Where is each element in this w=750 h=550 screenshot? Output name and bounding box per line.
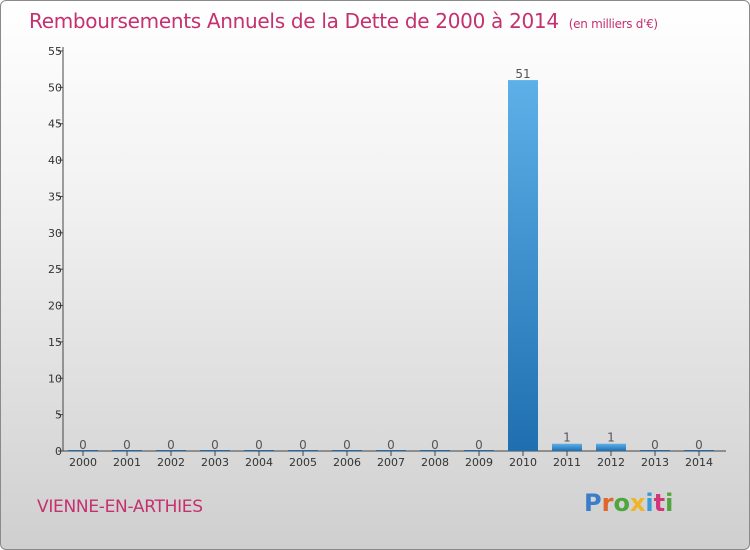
x-tick-label: 2006 xyxy=(333,456,361,469)
data-label: 0 xyxy=(431,438,439,452)
data-label: 1 xyxy=(563,431,571,445)
x-tick-label: 2007 xyxy=(377,456,405,469)
chart-subtitle: (en milliers d'€) xyxy=(568,17,658,31)
data-label: 0 xyxy=(255,438,263,452)
y-tick-label: 15 xyxy=(48,336,62,349)
data-labels: 0 0 0 0 0 0 0 0 0 0 51 1 1 0 0 xyxy=(79,67,703,452)
data-label: 0 xyxy=(211,438,219,452)
data-label: 0 xyxy=(299,438,307,452)
chart-title-text: Remboursements Annuels de la Dette de 20… xyxy=(29,9,559,33)
bar xyxy=(244,450,274,451)
bar xyxy=(112,450,142,451)
y-tick-label: 55 xyxy=(48,45,62,58)
data-label: 51 xyxy=(515,67,530,81)
x-tick-label: 2001 xyxy=(113,456,141,469)
data-label: 0 xyxy=(343,438,351,452)
y-tick-label: 5 xyxy=(55,409,62,422)
y-tick-label: 45 xyxy=(48,118,62,131)
y-tick-label: 35 xyxy=(48,190,62,203)
data-label: 1 xyxy=(607,431,615,445)
bar xyxy=(508,80,538,451)
y-tick-label: 0 xyxy=(55,445,62,458)
bar xyxy=(420,450,450,451)
x-tick-label: 2003 xyxy=(201,456,229,469)
x-tick-label: 2013 xyxy=(641,456,669,469)
bar xyxy=(332,450,362,451)
bar xyxy=(288,450,318,451)
bar xyxy=(552,443,582,451)
proxiti-logo: Proxiti xyxy=(584,489,674,517)
data-label: 0 xyxy=(79,438,87,452)
data-label: 0 xyxy=(695,438,703,452)
y-tick-label: 40 xyxy=(48,154,62,167)
y-tick-label: 20 xyxy=(48,300,62,313)
x-tick-label: 2004 xyxy=(245,456,273,469)
data-label: 0 xyxy=(651,438,659,452)
bar xyxy=(464,450,494,451)
x-tick-label: 2012 xyxy=(597,456,625,469)
y-tick-label: 50 xyxy=(48,81,62,94)
x-tick-label: 2008 xyxy=(421,456,449,469)
x-tick-label: 2014 xyxy=(685,456,713,469)
y-tick-label: 10 xyxy=(48,372,62,385)
bar xyxy=(200,450,230,451)
data-label: 0 xyxy=(387,438,395,452)
y-tick-label: 25 xyxy=(48,263,62,276)
commune-name: VIENNE-EN-ARTHIES xyxy=(37,497,203,517)
data-label: 0 xyxy=(167,438,175,452)
x-tick-label: 2009 xyxy=(465,456,493,469)
bar xyxy=(640,450,670,451)
x-tick-label: 2010 xyxy=(509,456,537,469)
data-label: 0 xyxy=(475,438,483,452)
x-tick-label: 2000 xyxy=(69,456,97,469)
bar xyxy=(68,450,98,451)
x-tick-label: 2005 xyxy=(289,456,317,469)
data-label: 0 xyxy=(123,438,131,452)
x-tick-label: 2002 xyxy=(157,456,185,469)
bar xyxy=(376,450,406,451)
bar xyxy=(596,443,626,451)
bar xyxy=(156,450,186,451)
bars xyxy=(68,80,714,451)
x-tick-label: 2011 xyxy=(553,456,581,469)
chart-title: Remboursements Annuels de la Dette de 20… xyxy=(29,9,658,33)
bar xyxy=(684,450,714,451)
y-tick-label: 30 xyxy=(48,227,62,240)
